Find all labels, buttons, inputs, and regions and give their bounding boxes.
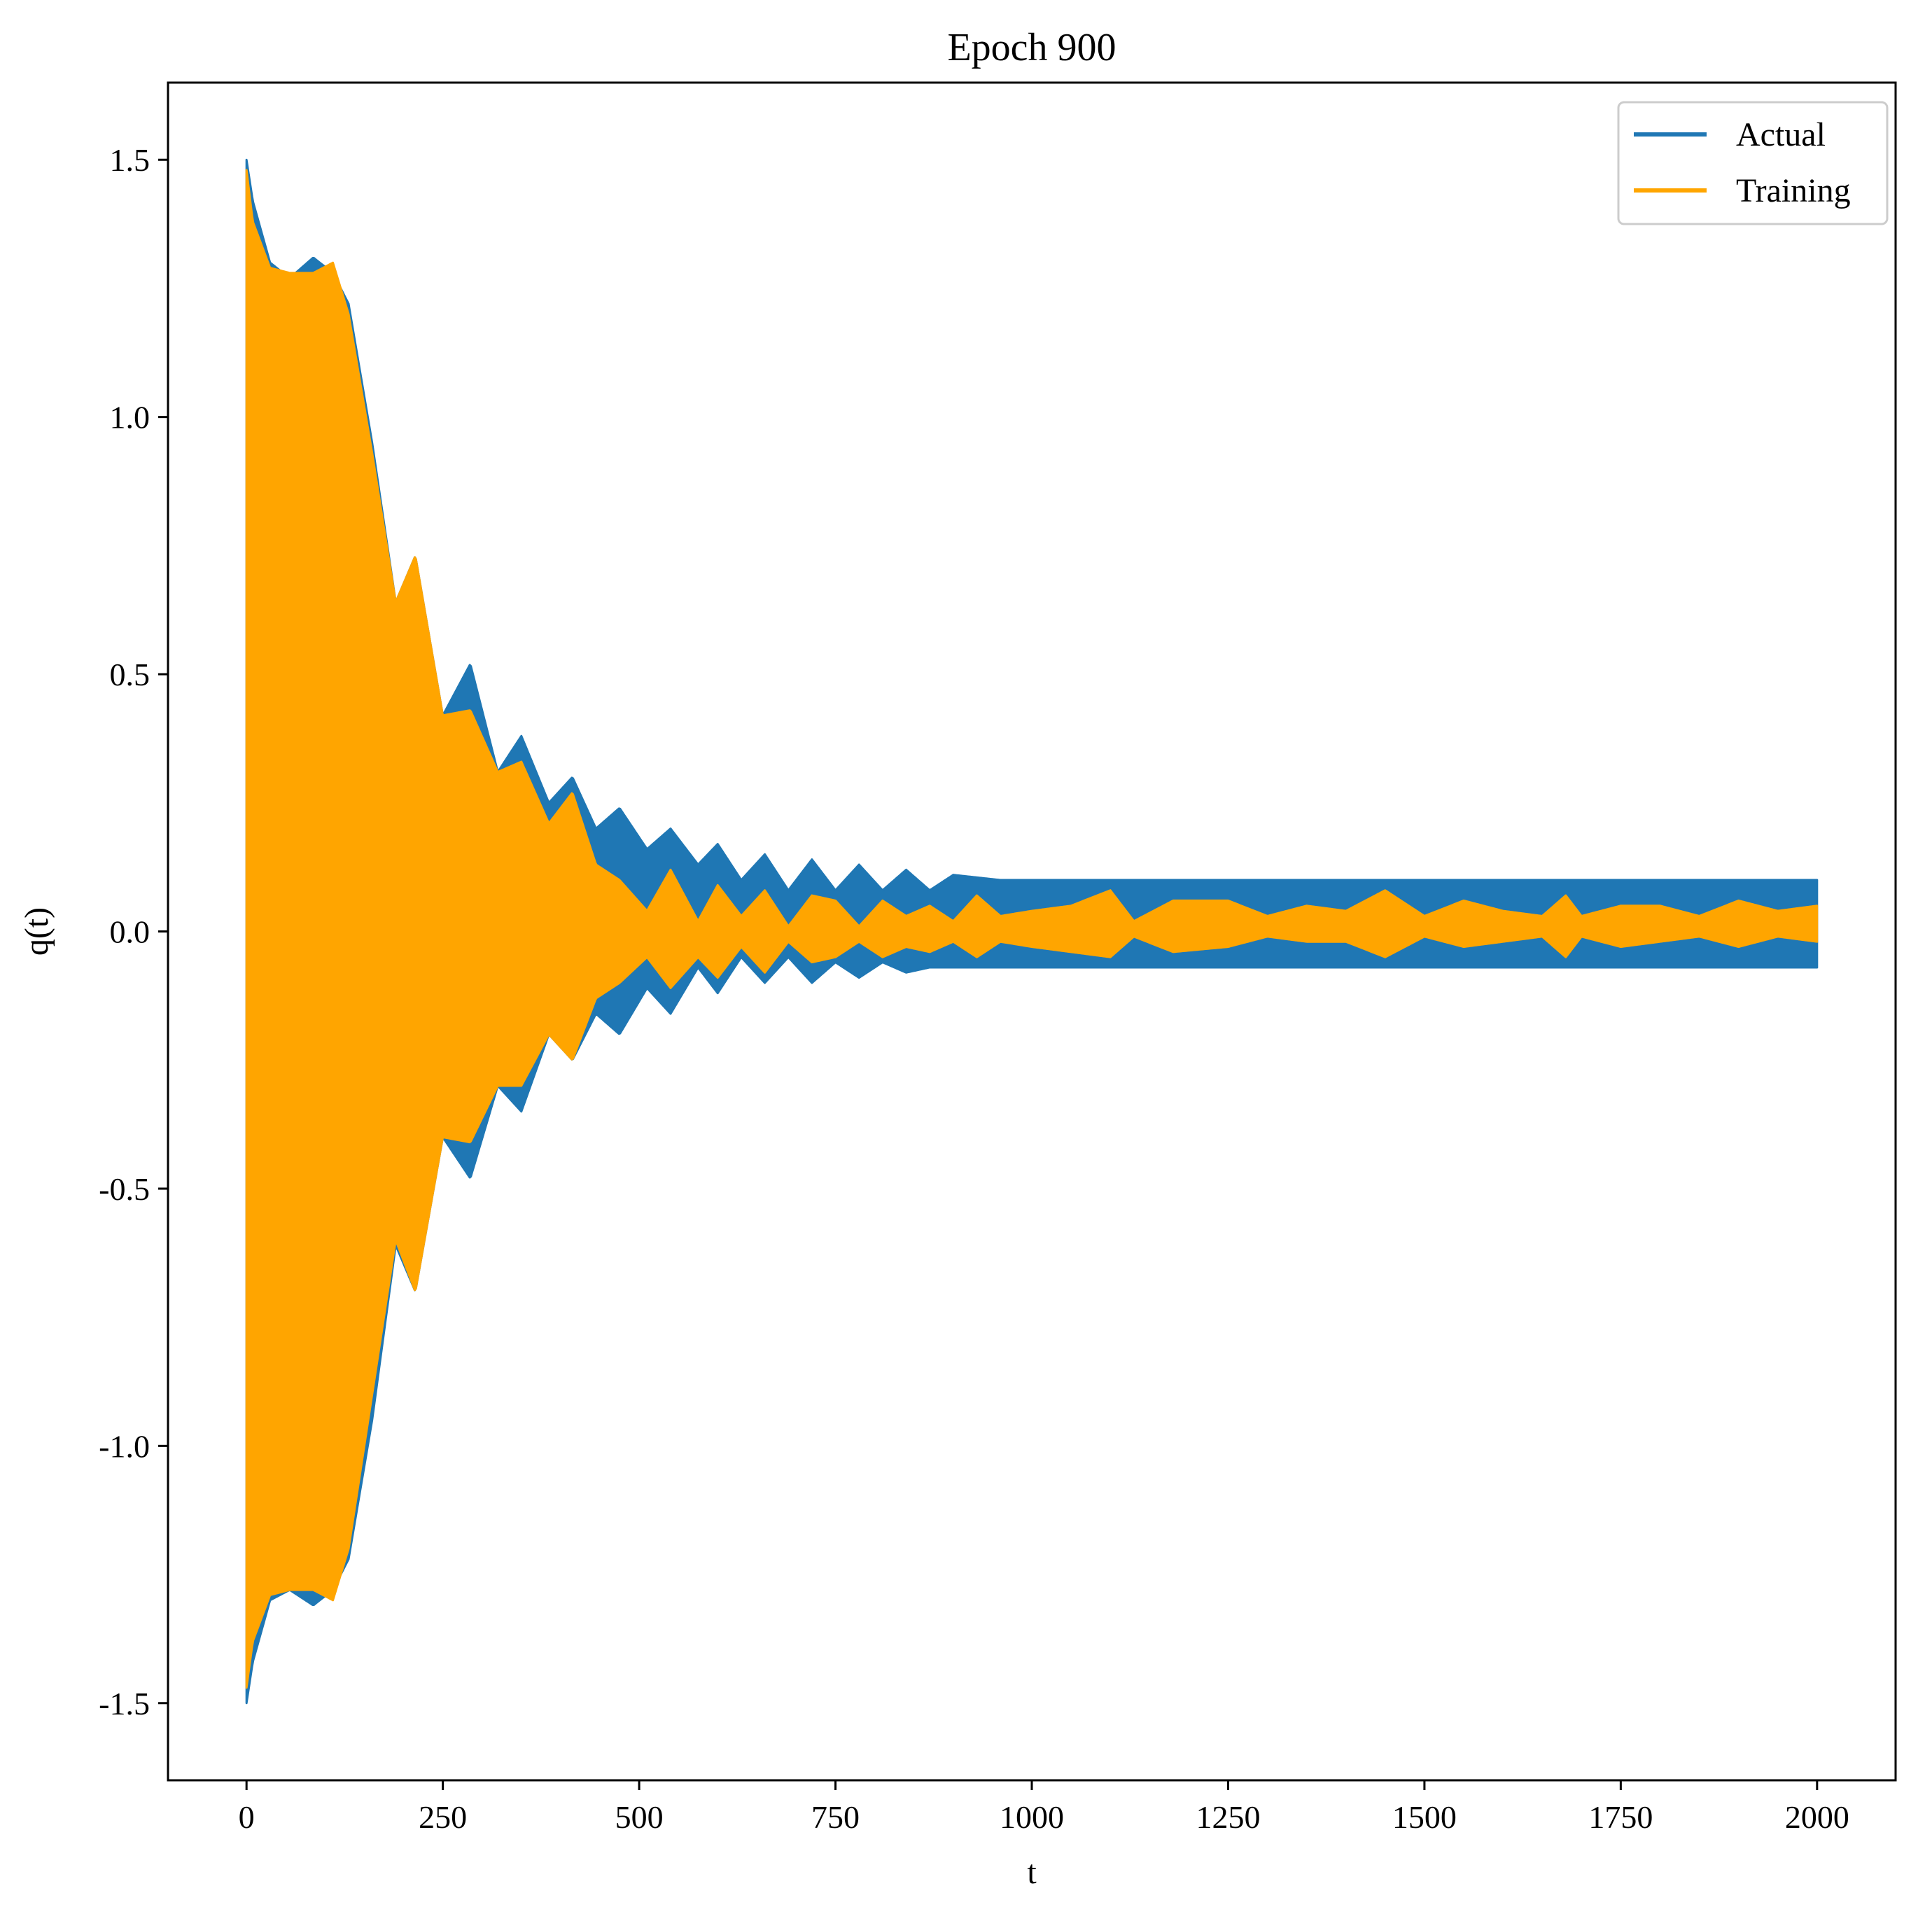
y-axis-label: q(t) (18, 907, 55, 956)
legend: Actual Training (1617, 101, 1889, 225)
x-tick-label: 1500 (1392, 1799, 1457, 1835)
x-tick-label: 500 (615, 1799, 664, 1835)
series-layer (245, 158, 1819, 1705)
x-tick-label: 1750 (1588, 1799, 1653, 1835)
x-tick-label: 2000 (1785, 1799, 1849, 1835)
series-band-training (245, 169, 1819, 1689)
y-tick-label: 1.5 (110, 142, 150, 178)
legend-label-training: Training (1736, 172, 1851, 209)
x-tick-label: 1250 (1196, 1799, 1260, 1835)
x-tick-label: 750 (811, 1799, 860, 1835)
x-tick-label: 1000 (1000, 1799, 1064, 1835)
legend-label-actual: Actual (1736, 116, 1826, 153)
x-tick-label: 0 (239, 1799, 255, 1835)
x-tick-label: 250 (419, 1799, 467, 1835)
chart-title: Epoch 900 (947, 26, 1116, 69)
y-tick-label: 0.5 (110, 657, 150, 692)
y-tick-label: 0.0 (110, 914, 150, 950)
y-tick-label: -1.0 (99, 1428, 150, 1464)
y-tick-label: -0.5 (99, 1171, 150, 1207)
y-tick-label: 1.0 (110, 400, 150, 435)
y-tick-label: -1.5 (99, 1686, 150, 1721)
x-axis-label: t (1027, 1854, 1037, 1891)
ticks-layer: 0 250 500 750 1000 1250 1500 1750 2000 1.5 1.0 0.5 0… (99, 142, 1849, 1835)
